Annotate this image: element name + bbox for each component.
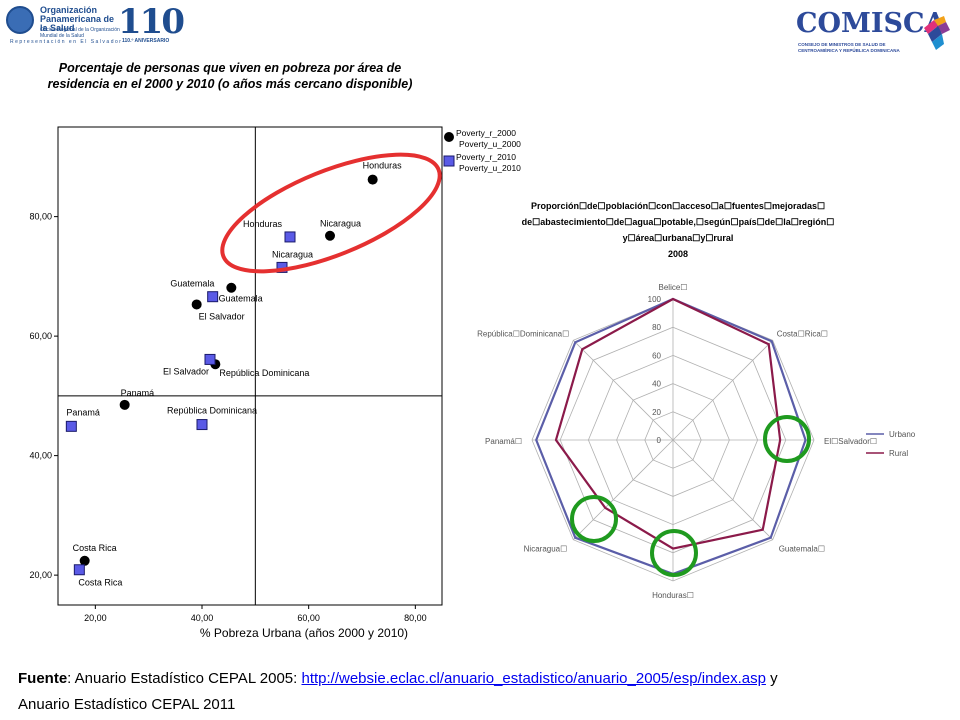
scatter-point-2000 [191, 299, 202, 310]
radar-tick-label: 80 [652, 323, 661, 332]
ops-who-text: Oficina Regional de la Organización Mund… [40, 27, 120, 39]
scatter-chart-title: Porcentaje de personas que viven en pobr… [47, 61, 413, 91]
scatter-point-2000 [226, 282, 237, 293]
radar-legend: Urbano Rural [866, 430, 916, 458]
radar-title-line: 2008 [668, 249, 688, 259]
ops-logo: Organización Panamericana de la Salud Of… [6, 4, 256, 46]
aniversario-caption: 110.º ANIVERSARIO [122, 38, 170, 44]
scatter-point-label: Nicaragua [320, 219, 361, 229]
ops-representation: Representación en El Salvador [10, 39, 123, 45]
footer-line-2: Anuario Estadístico CEPAL 2011 [18, 696, 236, 713]
scatter-point-2010 [196, 419, 208, 431]
radar-tick-label: 20 [652, 408, 661, 417]
footer-text-1: : Anuario Estadístico CEPAL 2005: [67, 670, 302, 687]
comisca-logo: COMISCA CONSEJO DE MINISTROS DE SALUD DE… [796, 8, 956, 64]
scatter-point-2000 [325, 230, 335, 241]
scatter-point-label: El Salvador [163, 366, 209, 376]
scatter-point-2010 [73, 564, 85, 576]
radar-chart-title: Proporción☐de☐población☐con☐acceso☐a☐fue… [522, 201, 835, 259]
scatter-point-label: República Dominicana [167, 406, 257, 416]
scatter-legend-label: Poverty_r_2000 [456, 128, 516, 138]
legend-rural-label: Rural [889, 449, 908, 458]
comisca-name: COMISCA [796, 8, 946, 39]
scatter-x-tick-label: 20,00 [84, 613, 107, 623]
scatter-x-tick-label: 60,00 [297, 613, 320, 623]
scatter-x-tick-label: 40,00 [191, 613, 214, 623]
comisca-subtitle: CONSEJO DE MINISTROS DE SALUD DE CENTROA… [798, 42, 900, 53]
scatter-point-label: Nicaragua [272, 249, 313, 259]
radar-spoke [573, 340, 674, 441]
globe-icon [6, 6, 34, 34]
scatter-y-tick-label: 20,00 [29, 570, 52, 580]
comisca-mark-icon [924, 16, 950, 50]
green-highlight-circle-el-salvador [763, 415, 811, 463]
radar-tick-label: 100 [648, 295, 662, 304]
radar-tick-label: 60 [652, 351, 661, 360]
source-footer: Fuente: Anuario Estadístico CEPAL 2005: … [18, 666, 948, 718]
radar-axis-label: Guatemala☐ [779, 545, 825, 554]
footer-source-link[interactable]: http://websie.eclac.cl/anuario_estadisti… [301, 670, 766, 687]
radar-title-line: y☐área☐urbana☐y☐rural [623, 233, 734, 243]
radar-axis-label: Costa☐Rica☐ [777, 329, 828, 338]
scatter-y-tick-label: 40,00 [29, 451, 52, 461]
red-highlight-ellipse [220, 152, 442, 274]
scatter-x-axis-label: % Pobreza Urbana (años 2000 y 2010) [200, 626, 408, 640]
scatter-legend-label: Poverty_u_2010 [459, 163, 521, 173]
legend-urbano-label: Urbano [889, 430, 916, 439]
radar-spoke [672, 439, 773, 540]
scatter-point-label: Costa Rica [73, 543, 117, 553]
scatter-point-label: Costa Rica [78, 578, 122, 588]
radar-axis-label: Honduras☐ [652, 591, 694, 600]
scatter-point-label: Guatemala [170, 279, 214, 289]
scatter-point-label: República Dominicana [219, 368, 309, 378]
scatter-plot-frame [57, 126, 443, 606]
scatter-point-label: Panamá [121, 388, 155, 398]
footer-text-2: y [765, 670, 778, 687]
scatter-point-2010 [65, 420, 77, 432]
radar-axis-label: República☐Dominicana☐ [477, 329, 569, 338]
scatter-point-label: El Salvador [199, 311, 245, 321]
green-highlight-circle-nicaragua [570, 495, 618, 543]
aniversario-number: 110 [118, 2, 185, 42]
scatter-y-tick-label: 60,00 [29, 331, 52, 341]
scatter-point-2010 [204, 353, 216, 365]
radar-axis-label: Panamá☐ [485, 437, 522, 446]
scatter-legend-label: Poverty_u_2000 [459, 139, 521, 149]
scatter-point-label: Panamá [66, 407, 100, 417]
radar-tick-label: 0 [657, 436, 662, 445]
radar-title-line: Proporción☐de☐población☐con☐acceso☐a☐fue… [531, 201, 825, 211]
green-highlight-circle-honduras [650, 529, 698, 577]
radar-axis-label: Nicaragua☐ [524, 545, 568, 554]
radar-spoke [672, 340, 773, 441]
radar-tick-label: 40 [652, 380, 661, 389]
scatter-legend-label: Poverty_r_2010 [456, 152, 516, 162]
scatter-point-2010 [284, 231, 296, 243]
legend-square-marker [443, 155, 455, 167]
radar-axis-label: Belice☐ [659, 283, 688, 292]
radar-axis-label: El☐Salvador☐ [824, 437, 877, 446]
scatter-point-2010 [207, 291, 219, 303]
radar-spoke [573, 439, 674, 540]
scatter-x-tick-label: 80,00 [404, 613, 427, 623]
scatter-point-2000 [367, 174, 378, 185]
scatter-point-2000 [79, 555, 90, 566]
aniversario-logo: 110 110.º ANIVERSARIO [118, 2, 185, 46]
ops-org-name: Organización Panamericana de la Salud [40, 5, 115, 33]
scatter-point-2000 [119, 399, 130, 410]
scatter-point-label: Honduras [363, 161, 403, 171]
radar-series-rural [554, 297, 782, 550]
footer-label: Fuente [18, 670, 68, 687]
radar-title-line: de☐abastecimiento☐de☐agua☐potable,☐según… [522, 217, 835, 227]
scatter-y-tick-label: 80,00 [29, 212, 52, 222]
scatter-point-label: Guatemala [219, 294, 263, 304]
scatter-point-label: Honduras [243, 219, 283, 229]
legend-circle-marker [444, 132, 454, 142]
